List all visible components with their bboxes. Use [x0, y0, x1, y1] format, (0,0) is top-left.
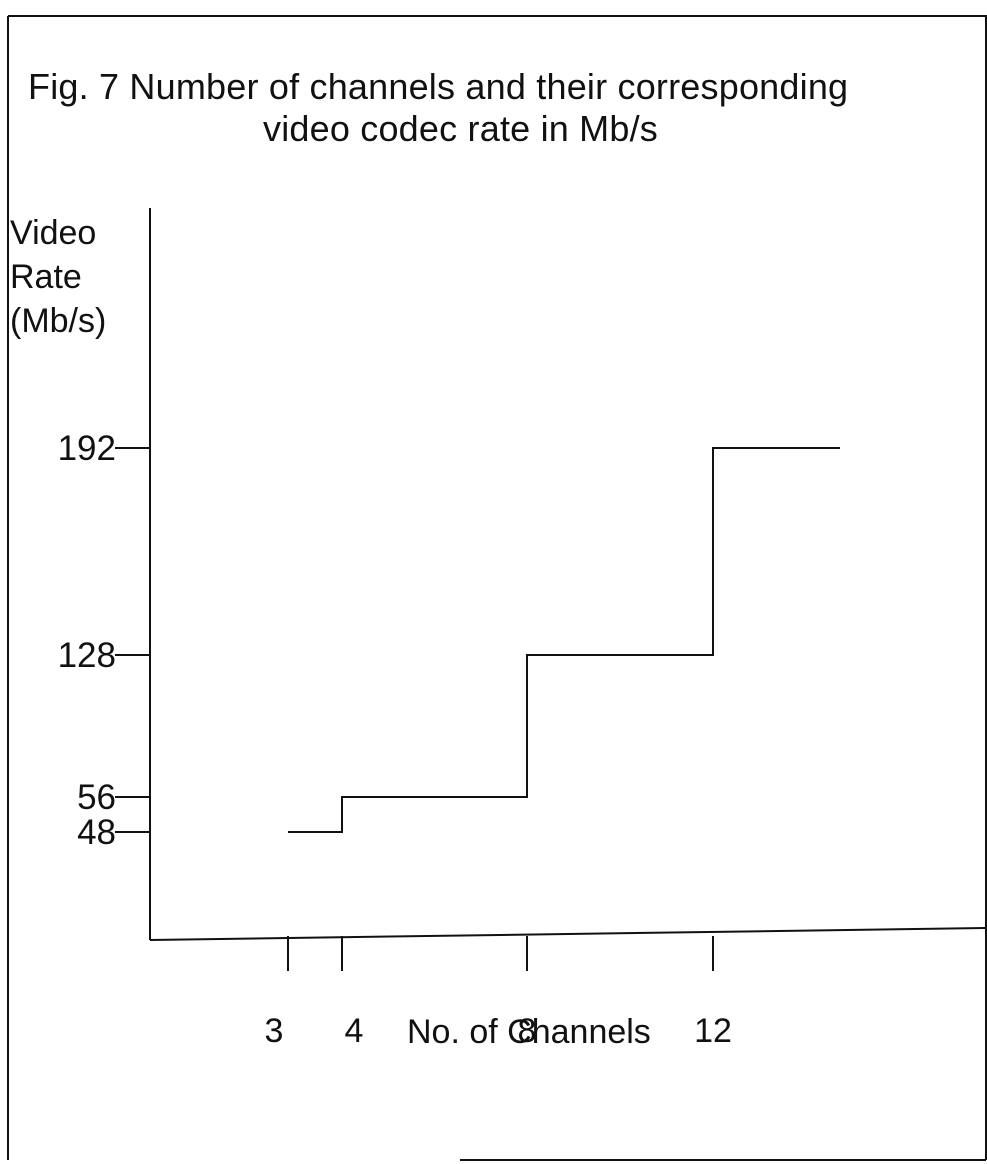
- y-tick-label-192: 192: [58, 429, 116, 468]
- y-axis-label-line-2: Rate: [10, 258, 82, 296]
- y-axis-label-line-3: (Mb/s): [10, 302, 107, 340]
- x-tick-label-3: 3: [265, 1012, 284, 1050]
- y-tick-label-56: 56: [77, 778, 116, 817]
- y-tick-label-128: 128: [58, 636, 116, 675]
- y-tick-label-48: 48: [77, 813, 116, 852]
- x-tick-label-12: 12: [694, 1012, 732, 1050]
- x-axis-label: No. of Channels: [407, 1013, 651, 1051]
- series-step-line-0: [288, 447, 840, 833]
- x-tick-label-8: 8: [518, 1012, 537, 1050]
- chart-title-line-2: video codec rate in Mb/s: [263, 108, 658, 149]
- x-tick-label-4: 4: [345, 1012, 364, 1050]
- x-axis-line: [149, 927, 986, 941]
- y-axis-label-line-1: Video: [10, 214, 97, 252]
- chart-title-line-1: Fig. 7 Number of channels and their corr…: [28, 66, 849, 107]
